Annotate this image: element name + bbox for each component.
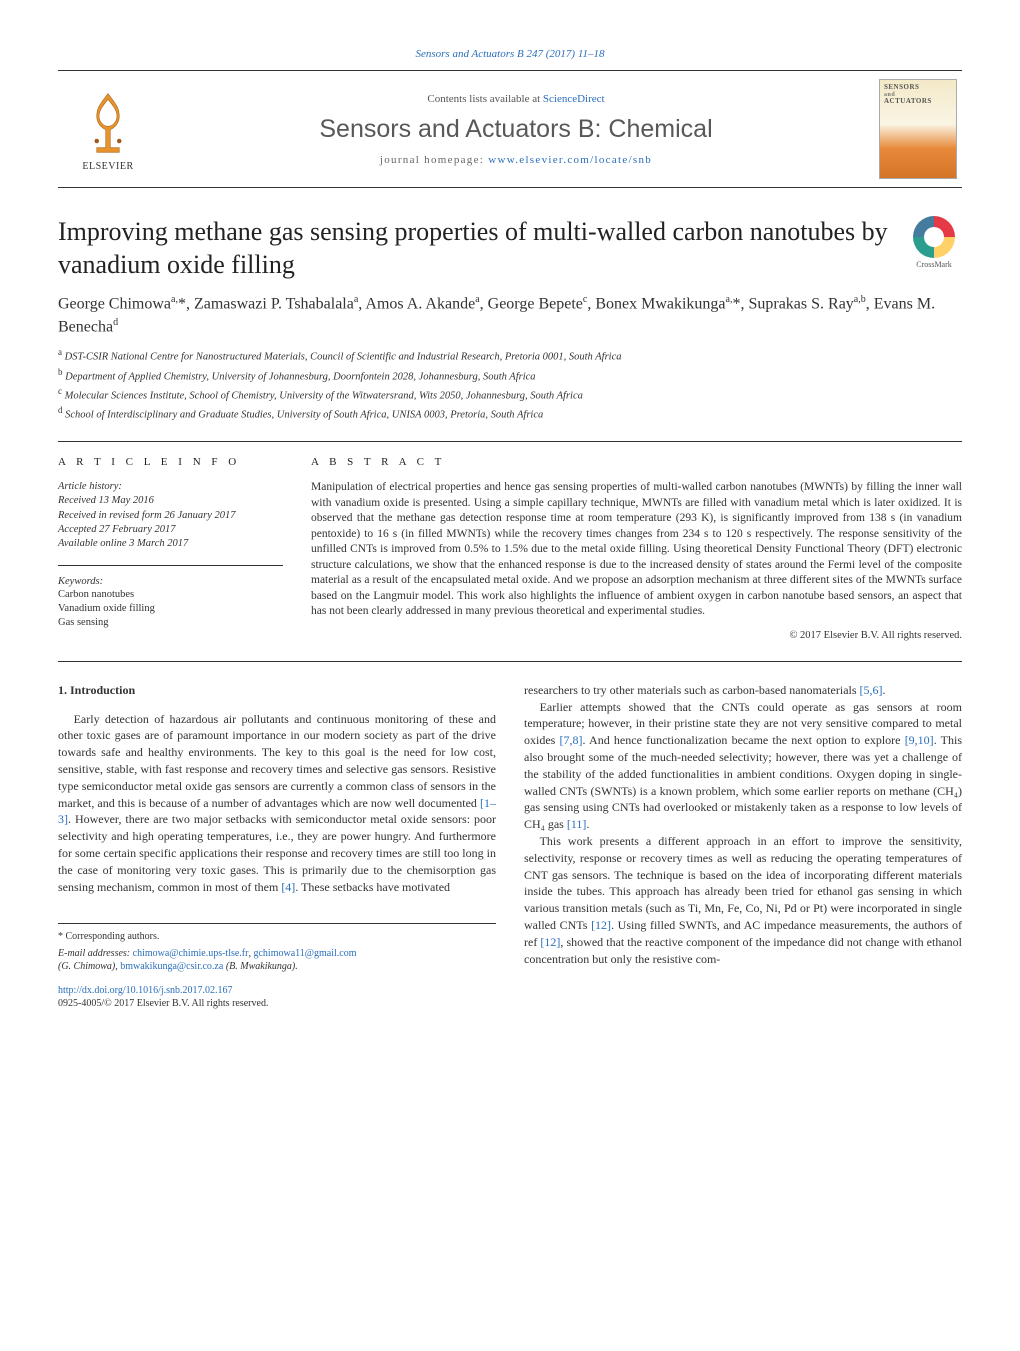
doi-link[interactable]: http://dx.doi.org/10.1016/j.snb.2017.02.… [58, 985, 233, 996]
article-history: Article history: Received 13 May 2016 Re… [58, 480, 283, 551]
publisher-logo: ELSEVIER [58, 79, 158, 179]
keyword: Gas sensing [58, 616, 283, 630]
history-label: Article history: [58, 480, 283, 494]
article-info: a r t i c l e i n f o Article history: R… [58, 456, 283, 641]
body: 1. Introduction Early detection of hazar… [58, 682, 962, 1011]
journal-ref-link[interactable]: Sensors and Actuators B 247 (2017) 11–18 [415, 48, 604, 60]
elsevier-text: ELSEVIER [82, 161, 133, 172]
citation-link[interactable]: [1–3] [58, 796, 496, 827]
citation-link[interactable]: [12] [540, 935, 560, 949]
affiliations: a DST-CSIR National Centre for Nanostruc… [58, 346, 962, 423]
article-title: Improving methane gas sensing properties… [58, 216, 906, 281]
authors: George Chimowaa,*, Zamaswazi P. Tshabala… [58, 293, 962, 338]
crossmark-label: CrossMark [916, 260, 952, 269]
keyword: Vanadium oxide filling [58, 602, 283, 616]
cover-text-1: SENSORS [884, 84, 952, 92]
cover-text-2: ACTUATORS [884, 98, 952, 106]
crossmark-badge[interactable]: CrossMark [906, 216, 962, 269]
journal-header: ELSEVIER Contents lists available at Sci… [58, 70, 962, 188]
citation-link[interactable]: [7,8] [560, 733, 583, 747]
body-para: researchers to try other materials such … [524, 682, 962, 699]
footer: * Corresponding authors. E-mail addresse… [58, 923, 496, 1011]
citation-link[interactable]: [11] [567, 817, 587, 831]
abstract-copyright: © 2017 Elsevier B.V. All rights reserved… [311, 630, 962, 641]
journal-cover: SENSORS and ACTUATORS [874, 79, 962, 179]
abstract-heading: a b s t r a c t [311, 456, 962, 468]
keywords: Carbon nanotubes Vanadium oxide filling … [58, 588, 283, 631]
history-line: Received in revised form 26 January 2017 [58, 509, 283, 523]
issn-line: 0925-4005/© 2017 Elsevier B.V. All right… [58, 998, 268, 1009]
contents-pre: Contents lists available at [427, 93, 542, 105]
homepage-line: journal homepage: www.elsevier.com/locat… [168, 154, 864, 166]
journal-title: Sensors and Actuators B: Chemical [168, 115, 864, 144]
column-left: 1. Introduction Early detection of hazar… [58, 682, 496, 1011]
cover-thumbnail: SENSORS and ACTUATORS [879, 79, 957, 179]
identifiers: http://dx.doi.org/10.1016/j.snb.2017.02.… [58, 984, 496, 1011]
body-para: Early detection of hazardous air polluta… [58, 711, 496, 896]
email-link[interactable]: gchimowa11@gmail.com [253, 948, 356, 959]
section-1-heading: 1. Introduction [58, 682, 496, 699]
crossmark-icon [913, 216, 955, 258]
column-right: researchers to try other materials such … [524, 682, 962, 1011]
email-link[interactable]: chimowa@chimie.ups-tlse.fr [133, 948, 249, 959]
citation-link[interactable]: [9,10] [905, 733, 934, 747]
homepage-link[interactable]: www.elsevier.com/locate/snb [488, 154, 652, 166]
keyword: Carbon nanotubes [58, 588, 283, 602]
article-info-heading: a r t i c l e i n f o [58, 456, 283, 468]
citation-link[interactable]: [12] [591, 918, 611, 932]
emails: E-mail addresses: chimowa@chimie.ups-tls… [58, 947, 496, 974]
history-line: Accepted 27 February 2017 [58, 523, 283, 537]
corresponding-note: * Corresponding authors. [58, 930, 496, 944]
abstract: a b s t r a c t Manipulation of electric… [311, 456, 962, 641]
contents-line: Contents lists available at ScienceDirec… [168, 93, 864, 105]
history-line: Received 13 May 2016 [58, 494, 283, 508]
keywords-label: Keywords: [58, 576, 283, 587]
journal-reference: Sensors and Actuators B 247 (2017) 11–18 [58, 48, 962, 60]
body-para: This work presents a different approach … [524, 833, 962, 967]
homepage-label: journal homepage: [380, 154, 488, 166]
history-line: Available online 3 March 2017 [58, 537, 283, 551]
body-para: Earlier attempts showed that the CNTs co… [524, 699, 962, 833]
sciencedirect-link[interactable]: ScienceDirect [543, 93, 605, 105]
abstract-text: Manipulation of electrical properties an… [311, 480, 962, 620]
citation-link[interactable]: [4] [281, 880, 295, 894]
email-link[interactable]: bmwakikunga@csir.co.za [120, 961, 223, 972]
elsevier-tree-icon [72, 87, 144, 159]
citation-link[interactable]: [5,6] [860, 683, 883, 697]
